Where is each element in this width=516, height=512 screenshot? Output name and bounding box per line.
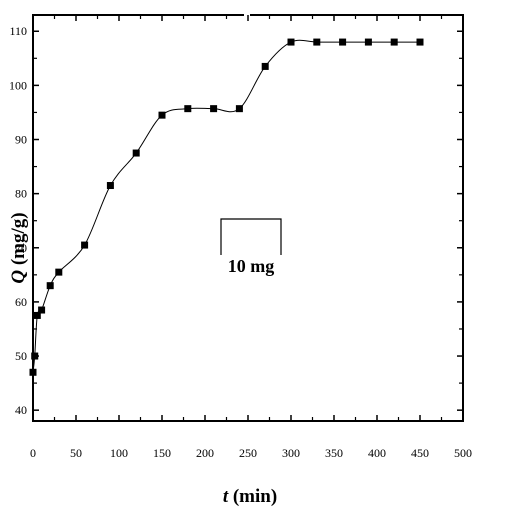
x-tick-label: 150 — [153, 446, 171, 460]
x-tick-label: 100 — [110, 446, 128, 460]
data-point — [287, 38, 295, 46]
y-tick-label: 100 — [9, 78, 27, 92]
data-point — [184, 105, 192, 113]
data-point — [38, 306, 46, 314]
data-point — [29, 368, 37, 376]
y-tick-label: 40 — [15, 403, 27, 417]
x-axis-title: t (min) — [223, 486, 277, 507]
data-point — [390, 38, 398, 46]
data-point — [55, 268, 63, 276]
plot-frame — [32, 14, 464, 422]
x-axis-var: t — [223, 486, 229, 507]
x-axis-ticks: 0 50 100 150 200 250 300 350 400 450 500 — [30, 15, 472, 460]
y-tick-label: 110 — [9, 24, 27, 38]
data-point — [364, 38, 372, 46]
data-point — [210, 105, 218, 113]
data-point — [33, 311, 41, 319]
data-point — [339, 38, 347, 46]
data-point — [158, 111, 166, 119]
plot-area — [29, 38, 424, 376]
x-tick-label: 50 — [70, 446, 82, 460]
x-tick-label: 400 — [368, 446, 386, 460]
legend-label: 10 mg — [228, 256, 275, 276]
y-axis-title: Q (mg/g) — [8, 212, 29, 283]
x-tick-label: 350 — [325, 446, 343, 460]
y-tick-label: 50 — [15, 349, 27, 363]
x-tick-label: 0 — [30, 446, 36, 460]
data-point — [132, 149, 140, 157]
legend-bracket — [220, 218, 282, 255]
data-point — [106, 182, 114, 190]
series-line — [32, 39, 420, 373]
x-axis-unit: (min) — [233, 486, 277, 507]
x-tick-label: 500 — [454, 446, 472, 460]
data-point — [261, 62, 269, 70]
data-point — [235, 105, 243, 113]
y-tick-label: 90 — [15, 133, 27, 147]
y-axis-var: Q — [8, 270, 29, 284]
x-tick-label: 300 — [282, 446, 300, 460]
y-tick-label: 80 — [15, 187, 27, 201]
y-axis-unit: (mg/g) — [8, 212, 29, 265]
data-point — [46, 282, 54, 290]
data-point — [416, 38, 424, 46]
data-point — [31, 352, 39, 360]
x-tick-label: 250 — [239, 446, 257, 460]
y-tick-label: 70 — [15, 241, 27, 255]
y-tick-label: 60 — [15, 295, 27, 309]
data-point — [313, 38, 321, 46]
x-tick-label: 200 — [196, 446, 214, 460]
x-tick-label: 450 — [411, 446, 429, 460]
data-point — [81, 241, 89, 249]
y-axis-ticks: 40 50 60 70 80 90 100 110 — [9, 24, 463, 417]
frame-gap — [244, 12, 250, 19]
